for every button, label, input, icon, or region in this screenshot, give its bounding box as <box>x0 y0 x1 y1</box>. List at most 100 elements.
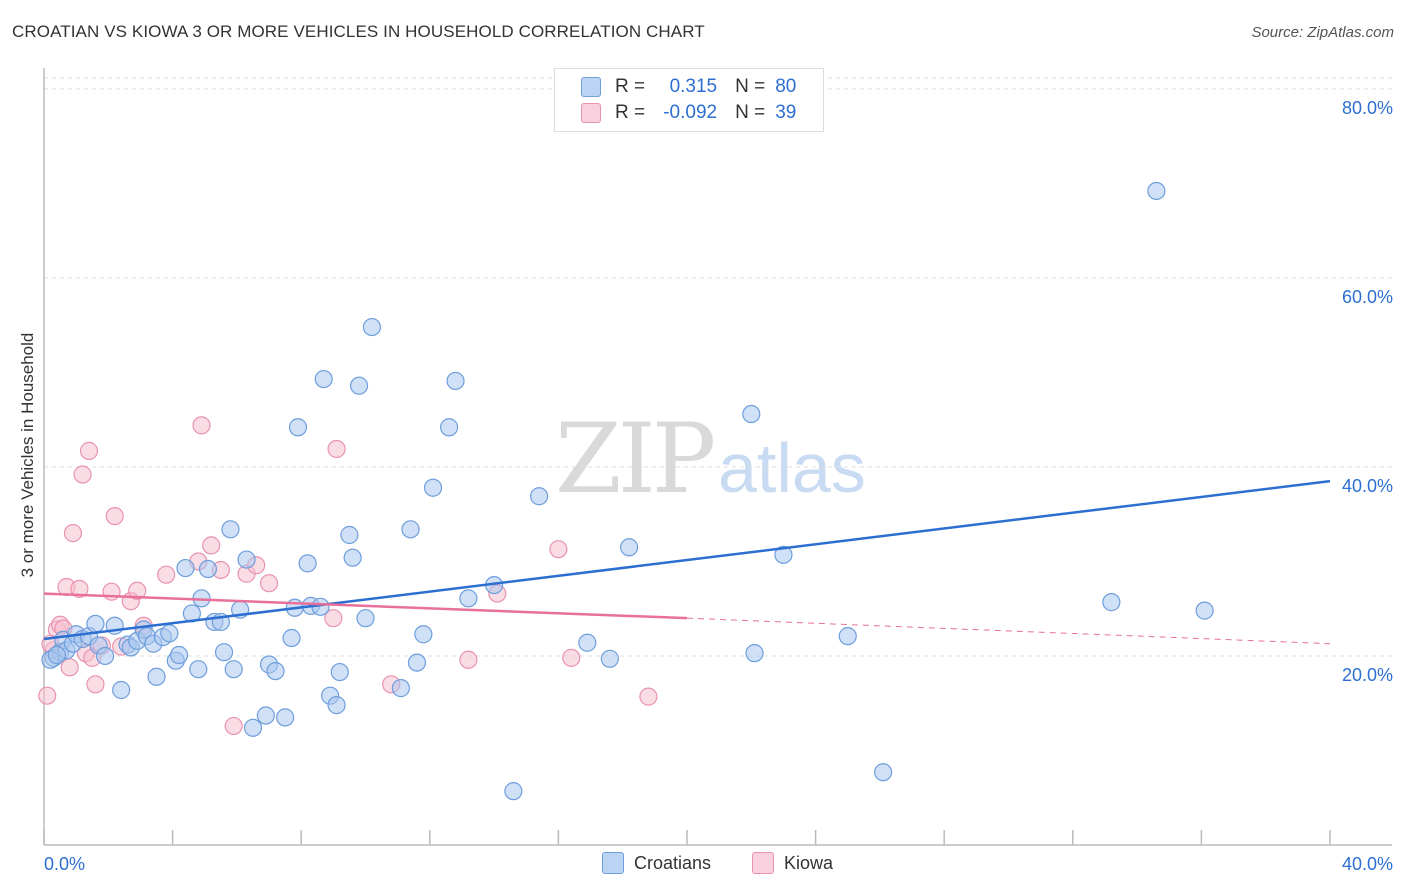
legend-row-kiowa: R = -0.092 N = 39 <box>581 101 796 125</box>
croatians-point <box>578 633 597 652</box>
kiowa-point <box>259 574 279 593</box>
legend-n-label: N = <box>735 102 766 123</box>
legend-row-croatians: R = 0.315 N = 80 <box>581 75 796 99</box>
croatians-point <box>1102 593 1121 612</box>
kiowa-point <box>73 465 92 484</box>
kiowa-legend-label: Kiowa <box>784 852 834 873</box>
croatians-point <box>838 627 857 646</box>
croatians-point <box>47 645 66 665</box>
kiowa-point <box>324 609 343 628</box>
croatians-point <box>391 679 410 698</box>
croatians-point <box>176 558 195 578</box>
croatians-point <box>282 628 301 648</box>
croatians-point <box>401 520 420 539</box>
croatians-point <box>288 418 308 437</box>
kiowa-point <box>327 439 346 459</box>
croatians-point <box>237 550 256 569</box>
kiowa-point <box>157 565 176 584</box>
kiowa-trend-line-dashed <box>686 617 1331 645</box>
kiowa-swatch <box>581 103 601 123</box>
croatians-point <box>423 478 443 497</box>
croatians-point <box>439 418 459 437</box>
croatians-legend-label: Croatians <box>634 852 712 873</box>
croatians-point <box>314 369 333 389</box>
watermark-atlas: atlas <box>718 429 866 507</box>
croatians-point <box>600 649 619 668</box>
kiowa-point <box>60 658 79 677</box>
croatians-point <box>327 696 346 715</box>
croatians-point <box>214 643 234 662</box>
croatians-point <box>256 706 275 725</box>
kiowa-point <box>86 675 105 694</box>
croatians-point <box>745 644 764 663</box>
kiowa-point <box>224 716 243 736</box>
croatians-point <box>362 317 382 337</box>
croatians-point <box>189 660 208 679</box>
kiowa-point <box>128 581 147 600</box>
legend-r-value-croatians: 0.315 <box>669 76 718 97</box>
croatians-point <box>774 545 793 564</box>
source-label: Source: ZipAtlas.com <box>1251 24 1394 41</box>
kiowa-point <box>202 536 221 555</box>
kiowa-point <box>562 648 581 667</box>
kiowa-point <box>79 441 99 460</box>
y-tick-label: 40.0% <box>1342 476 1393 496</box>
croatians-point <box>356 609 375 628</box>
croatians-swatch <box>581 77 601 97</box>
croatians-point <box>414 625 433 644</box>
kiowa-point <box>38 686 57 705</box>
kiowa-point <box>70 579 89 598</box>
x-tick-label-min: 0.0% <box>44 854 85 874</box>
legend-r-label: R = <box>615 102 646 123</box>
legend-r-value-kiowa: -0.092 <box>663 102 718 123</box>
croatians-point <box>243 718 263 737</box>
croatians-point <box>620 538 639 557</box>
croatians-point <box>160 624 179 643</box>
croatians-point <box>266 661 285 681</box>
croatians-point <box>112 680 131 700</box>
croatians-point <box>349 376 369 395</box>
watermark-zip: ZIP <box>555 403 714 515</box>
chart-title: CROATIAN VS KIOWA 3 OR MORE VEHICLES IN … <box>12 22 705 41</box>
croatians-point <box>407 653 427 672</box>
kiowa-legend-swatch <box>752 852 774 874</box>
croatians-point <box>343 548 362 567</box>
croatians-point <box>198 559 218 579</box>
kiowa-point <box>102 582 121 601</box>
croatians-point <box>86 614 105 633</box>
legend-r-label: R = <box>615 76 646 97</box>
croatians-point <box>147 667 166 686</box>
croatians-point <box>459 589 478 608</box>
x-tick-label-max: 40.0% <box>1342 854 1393 874</box>
croatians-point <box>446 371 465 391</box>
y-tick-label: 20.0% <box>1342 665 1393 685</box>
croatians-point <box>224 660 243 679</box>
legend-n-value-kiowa: 39 <box>775 102 797 123</box>
croatians-point <box>530 487 549 506</box>
legend-n-label: N = <box>735 76 766 97</box>
kiowa-point <box>105 506 124 526</box>
y-tick-label: 60.0% <box>1342 287 1393 307</box>
croatians-point <box>874 763 893 782</box>
croatians-point <box>504 782 523 801</box>
croatians-point <box>330 662 349 682</box>
kiowa-point <box>63 524 83 543</box>
kiowa-point <box>459 650 478 669</box>
y-tick-label: 80.0% <box>1342 98 1393 118</box>
croatians-point <box>276 708 295 727</box>
croatians-point <box>1195 601 1214 620</box>
croatians-point <box>340 525 359 545</box>
croatians-point <box>1147 181 1166 201</box>
legend-n-value-croatians: 80 <box>775 76 797 97</box>
kiowa-point <box>549 540 568 559</box>
kiowa-point <box>639 687 658 706</box>
croatians-legend-swatch <box>602 852 624 874</box>
correlation-legend: R = 0.315 N = 80 R = -0.092 N = 39 <box>554 68 824 132</box>
kiowa-trend-line <box>43 592 688 620</box>
y-axis-label: 3 or more Vehicles in Household <box>18 332 37 578</box>
kiowa-point <box>192 416 211 435</box>
croatians-point <box>95 646 115 666</box>
croatians-point <box>221 520 240 539</box>
croatians-point <box>298 554 317 573</box>
